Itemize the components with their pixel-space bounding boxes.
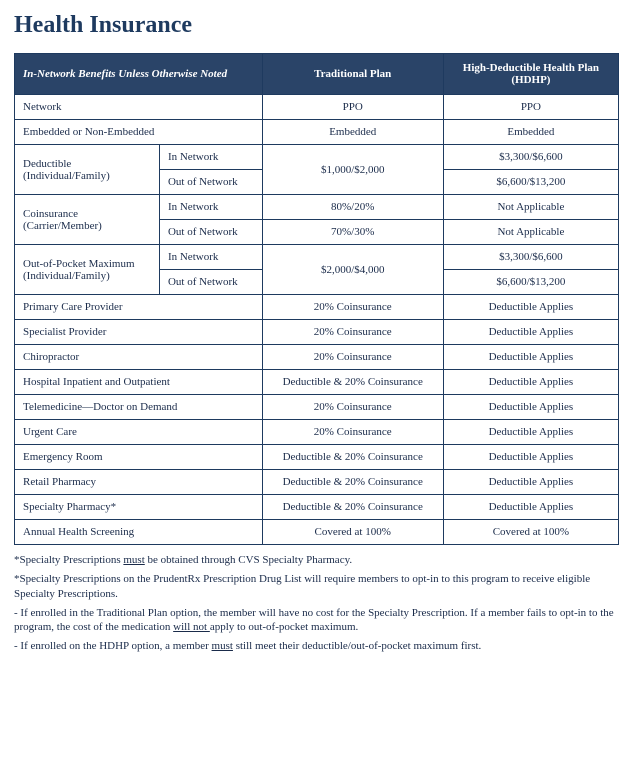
footnote-3: - If enrolled in the Traditional Plan op… [14,606,619,636]
cell-trad: Deductible & 20% Coinsurance [262,370,443,395]
cell-label: Deductible (Individual/Family) [15,145,160,195]
cell-trad: 20% Coinsurance [262,420,443,445]
cell-hdhp: Covered at 100% [443,520,618,545]
row-urgent: Urgent Care 20% Coinsurance Deductible A… [15,420,619,445]
cell-trad: Deductible & 20% Coinsurance [262,495,443,520]
row-hospital: Hospital Inpatient and Outpatient Deduct… [15,370,619,395]
row-screening: Annual Health Screening Covered at 100% … [15,520,619,545]
row-er: Emergency Room Deductible & 20% Coinsura… [15,445,619,470]
cell-sublabel: Out of Network [159,220,262,245]
row-oop-in: Out-of-Pocket Maximum (Individual/Family… [15,245,619,270]
cell-trad: $1,000/$2,000 [262,145,443,195]
cell-hdhp: Deductible Applies [443,320,618,345]
row-specialty: Specialty Pharmacy* Deductible & 20% Coi… [15,495,619,520]
cell-sublabel: Out of Network [159,170,262,195]
cell-trad: $2,000/$4,000 [262,245,443,295]
row-specialist: Specialist Provider 20% Coinsurance Dedu… [15,320,619,345]
benefits-table: In-Network Benefits Unless Otherwise Not… [14,53,619,545]
cell-label: Urgent Care [15,420,263,445]
header-left: In-Network Benefits Unless Otherwise Not… [15,54,263,95]
cell-hdhp: Deductible Applies [443,295,618,320]
cell-trad: 20% Coinsurance [262,395,443,420]
cell-label: Retail Pharmacy [15,470,263,495]
cell-label: Emergency Room [15,445,263,470]
cell-hdhp: Not Applicable [443,195,618,220]
cell-sublabel: In Network [159,245,262,270]
cell-hdhp: $3,300/$6,600 [443,145,618,170]
row-pcp: Primary Care Provider 20% Coinsurance De… [15,295,619,320]
cell-hdhp: Deductible Applies [443,420,618,445]
row-deductible-in: Deductible (Individual/Family) In Networ… [15,145,619,170]
cell-label: Primary Care Provider [15,295,263,320]
cell-sublabel: In Network [159,145,262,170]
cell-label: Embedded or Non-Embedded [15,120,263,145]
footnote-1: *Specialty Prescriptions must be obtaine… [14,553,619,568]
cell-label: Specialty Pharmacy* [15,495,263,520]
cell-sublabel: In Network [159,195,262,220]
cell-label: Chiropractor [15,345,263,370]
cell-trad: 20% Coinsurance [262,345,443,370]
cell-hdhp: PPO [443,95,618,120]
cell-trad: Deductible & 20% Coinsurance [262,470,443,495]
cell-trad: 20% Coinsurance [262,295,443,320]
cell-hdhp: Deductible Applies [443,395,618,420]
cell-hdhp: Not Applicable [443,220,618,245]
row-telemed: Telemedicine—Doctor on Demand 20% Coinsu… [15,395,619,420]
row-retail: Retail Pharmacy Deductible & 20% Coinsur… [15,470,619,495]
cell-hdhp: Deductible Applies [443,445,618,470]
cell-hdhp: Deductible Applies [443,495,618,520]
cell-label: Out-of-Pocket Maximum (Individual/Family… [15,245,160,295]
row-embedded: Embedded or Non-Embedded Embedded Embedd… [15,120,619,145]
cell-sublabel: Out of Network [159,270,262,295]
cell-label: Hospital Inpatient and Outpatient [15,370,263,395]
cell-label: Specialist Provider [15,320,263,345]
cell-trad: 80%/20% [262,195,443,220]
footnotes: *Specialty Prescriptions must be obtaine… [14,553,619,654]
footnote-4: - If enrolled on the HDHP option, a memb… [14,639,619,654]
cell-hdhp: $3,300/$6,600 [443,245,618,270]
row-network: Network PPO PPO [15,95,619,120]
cell-label: Network [15,95,263,120]
footnote-2: *Specialty Prescriptions on the PrudentR… [14,572,619,602]
cell-trad: PPO [262,95,443,120]
cell-label: Coinsurance (Carrier/Member) [15,195,160,245]
header-hdhp: High-Deductible Health Plan (HDHP) [443,54,618,95]
cell-hdhp: Embedded [443,120,618,145]
cell-hdhp: Deductible Applies [443,470,618,495]
cell-hdhp: Deductible Applies [443,370,618,395]
table-header-row: In-Network Benefits Unless Otherwise Not… [15,54,619,95]
cell-trad: 20% Coinsurance [262,320,443,345]
header-traditional: Traditional Plan [262,54,443,95]
cell-trad: 70%/30% [262,220,443,245]
cell-trad: Deductible & 20% Coinsurance [262,445,443,470]
cell-hdhp: Deductible Applies [443,345,618,370]
cell-label: Annual Health Screening [15,520,263,545]
cell-hdhp: $6,600/$13,200 [443,170,618,195]
cell-trad: Embedded [262,120,443,145]
cell-hdhp: $6,600/$13,200 [443,270,618,295]
row-coinsurance-in: Coinsurance (Carrier/Member) In Network … [15,195,619,220]
cell-trad: Covered at 100% [262,520,443,545]
row-chiro: Chiropractor 20% Coinsurance Deductible … [15,345,619,370]
cell-label: Telemedicine—Doctor on Demand [15,395,263,420]
page-title: Health Insurance [14,12,619,39]
